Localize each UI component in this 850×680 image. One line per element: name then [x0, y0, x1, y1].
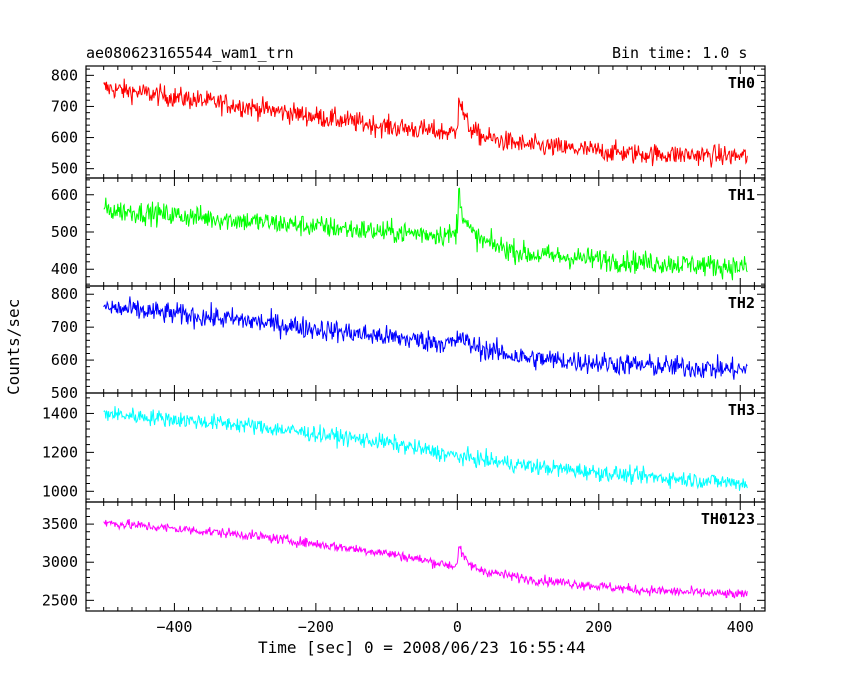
y-tick-label: 1200 [42, 443, 78, 461]
y-tick-label: 600 [51, 351, 78, 369]
panel-th0123: 2500 3000 3500 TH0123 [42, 501, 766, 612]
y-tick-label: 3000 [42, 553, 78, 571]
y-tick-label: 500 [51, 160, 78, 178]
y-tick-label: 800 [51, 66, 78, 84]
panel-frame [85, 65, 766, 179]
y-tick-label: 1000 [42, 482, 78, 500]
x-tick-label: 400 [727, 618, 754, 636]
y-tick-label: 700 [51, 97, 78, 115]
x-tick-label: 200 [585, 618, 612, 636]
y-tick-label: 800 [51, 285, 78, 303]
series-th2-line [103, 296, 748, 380]
panel-th2: 500 600 700 800 TH2 [51, 285, 766, 402]
x-axis-label: Time [sec] 0 = 2008/06/23 16:55:44 [258, 638, 586, 657]
panel-name-label: TH2 [728, 294, 755, 312]
x-tick-label: −200 [298, 618, 334, 636]
y-tick-label: 700 [51, 318, 78, 336]
x-tick-label: 0 [453, 618, 462, 636]
chart-title: ae080623165544_wam1_trn [86, 44, 294, 62]
y-tick-label: 3500 [42, 515, 78, 533]
panel-frame [85, 501, 766, 612]
panel-frame [85, 285, 766, 394]
series-th0-line [103, 78, 748, 168]
panel-name-label: TH0123 [701, 510, 755, 528]
bin-time-label: Bin time: 1.0 s [612, 44, 748, 62]
x-tick-label: −400 [156, 618, 192, 636]
y-tick-label: 400 [51, 260, 78, 278]
series-th0123-line [103, 518, 748, 599]
y-tick-label: 500 [51, 384, 78, 402]
y-tick-label: 600 [51, 129, 78, 147]
panel-name-label: TH0 [728, 74, 755, 92]
x-axis: −400 −200 0 200 400 [156, 618, 753, 636]
y-axis-label: Counts/sec [4, 298, 23, 395]
y-tick-label: 1400 [42, 404, 78, 422]
panel-th0: 500 600 700 800 TH0 [51, 65, 766, 179]
y-tick-label: 2500 [42, 591, 78, 609]
series-th1-line [103, 187, 748, 281]
series-th3-line [103, 406, 748, 491]
panel-th3: 1000 1200 1400 TH3 [42, 392, 766, 503]
y-tick-label: 600 [51, 186, 78, 204]
panel-th1: 400 500 600 TH1 [51, 177, 766, 287]
panel-name-label: TH1 [728, 186, 755, 204]
panel-name-label: TH3 [728, 401, 755, 419]
y-tick-label: 500 [51, 223, 78, 241]
